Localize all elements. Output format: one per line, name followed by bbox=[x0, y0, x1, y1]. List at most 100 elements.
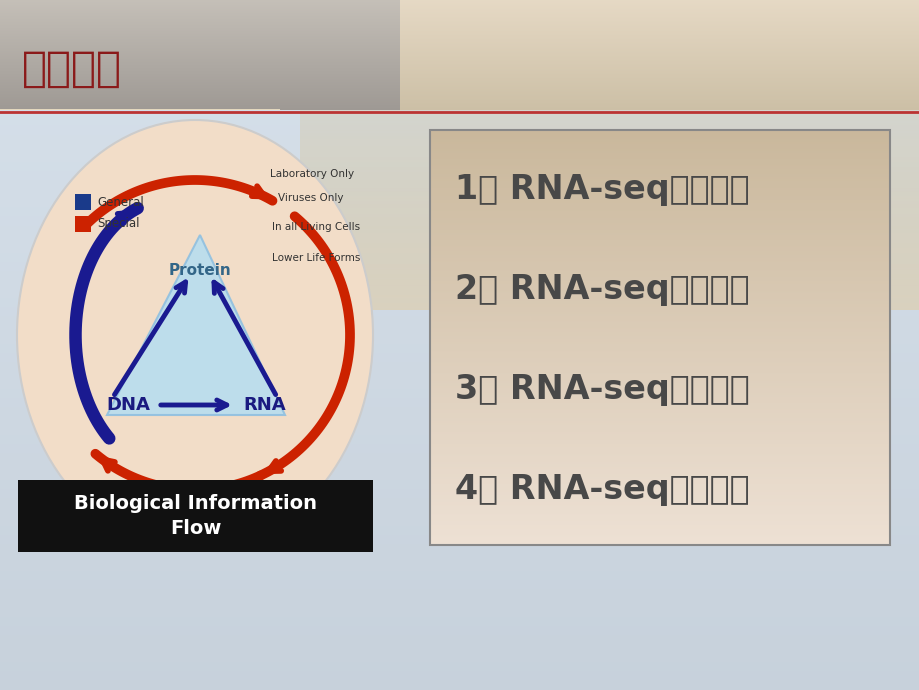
Bar bbox=[0, 355, 919, 356]
Bar bbox=[0, 670, 919, 671]
Bar bbox=[429, 448, 889, 449]
Bar bbox=[0, 164, 919, 165]
Bar bbox=[429, 283, 889, 284]
Bar bbox=[0, 473, 919, 474]
Bar bbox=[400, 84, 919, 85]
Bar bbox=[0, 309, 919, 310]
Bar bbox=[429, 455, 889, 456]
Bar bbox=[429, 526, 889, 527]
Bar bbox=[429, 325, 889, 326]
Bar bbox=[0, 584, 919, 585]
Bar bbox=[0, 199, 919, 200]
Bar bbox=[0, 109, 279, 110]
Bar bbox=[429, 299, 889, 300]
Bar bbox=[0, 644, 919, 645]
Bar bbox=[0, 272, 919, 273]
Bar bbox=[429, 439, 889, 440]
Bar bbox=[0, 189, 919, 190]
Bar bbox=[0, 288, 919, 289]
Bar bbox=[0, 488, 919, 489]
Bar bbox=[0, 623, 919, 624]
Bar bbox=[0, 144, 919, 145]
Bar bbox=[429, 420, 889, 421]
Bar bbox=[300, 154, 919, 155]
Bar bbox=[429, 286, 889, 287]
Bar bbox=[429, 536, 889, 537]
Bar bbox=[0, 109, 279, 110]
Bar bbox=[0, 140, 919, 141]
Bar bbox=[0, 135, 919, 136]
Bar bbox=[300, 174, 919, 175]
Bar bbox=[429, 194, 889, 195]
Bar bbox=[429, 494, 889, 495]
Bar bbox=[0, 522, 919, 523]
Bar bbox=[0, 300, 919, 301]
Bar bbox=[429, 425, 889, 426]
Bar bbox=[0, 125, 919, 126]
Bar bbox=[0, 167, 919, 168]
Bar bbox=[0, 109, 279, 110]
Bar bbox=[429, 490, 889, 491]
Text: Laboratory Only: Laboratory Only bbox=[269, 169, 354, 179]
Bar bbox=[429, 163, 889, 164]
Bar bbox=[300, 168, 919, 169]
Bar bbox=[429, 452, 889, 453]
Bar bbox=[0, 417, 919, 418]
Bar bbox=[429, 332, 889, 333]
Bar bbox=[400, 19, 919, 20]
Bar bbox=[0, 79, 919, 80]
Bar bbox=[0, 608, 919, 609]
Bar bbox=[400, 51, 919, 52]
Bar bbox=[429, 298, 889, 299]
Bar bbox=[0, 280, 919, 281]
Bar bbox=[0, 637, 919, 638]
Bar bbox=[0, 334, 919, 335]
Bar bbox=[0, 277, 919, 278]
Bar bbox=[300, 277, 919, 278]
Bar bbox=[0, 632, 919, 633]
Bar bbox=[0, 457, 919, 458]
Bar bbox=[0, 515, 919, 516]
Bar bbox=[400, 6, 919, 7]
Bar bbox=[0, 564, 919, 565]
Bar bbox=[0, 109, 279, 110]
Bar bbox=[0, 674, 919, 675]
Bar bbox=[0, 109, 279, 110]
Bar bbox=[300, 304, 919, 305]
Bar bbox=[429, 457, 889, 458]
Bar bbox=[300, 117, 919, 118]
Bar bbox=[400, 100, 919, 101]
Bar bbox=[429, 231, 889, 232]
Bar bbox=[429, 249, 889, 250]
Bar bbox=[0, 490, 919, 491]
Bar bbox=[0, 109, 279, 110]
Bar bbox=[0, 109, 279, 110]
Bar bbox=[429, 453, 889, 454]
Bar bbox=[0, 106, 919, 107]
Bar bbox=[429, 543, 889, 544]
Bar bbox=[0, 364, 919, 365]
Bar bbox=[300, 187, 919, 188]
Bar bbox=[0, 60, 919, 61]
Bar bbox=[0, 386, 919, 387]
Bar bbox=[429, 340, 889, 341]
Bar bbox=[0, 380, 919, 381]
Bar bbox=[300, 160, 919, 161]
Bar bbox=[400, 39, 919, 40]
Bar bbox=[429, 260, 889, 261]
Bar bbox=[400, 57, 919, 58]
Bar bbox=[300, 241, 919, 242]
Bar bbox=[300, 270, 919, 271]
Bar bbox=[0, 311, 919, 312]
Bar bbox=[0, 502, 919, 503]
Bar bbox=[0, 165, 919, 166]
Bar bbox=[0, 229, 919, 230]
Bar bbox=[0, 168, 919, 169]
Bar bbox=[429, 392, 889, 393]
Bar bbox=[400, 72, 919, 73]
Bar bbox=[300, 233, 919, 234]
Bar bbox=[0, 245, 919, 246]
Bar bbox=[429, 367, 889, 368]
Text: DNA: DNA bbox=[106, 396, 150, 414]
Bar bbox=[300, 198, 919, 199]
